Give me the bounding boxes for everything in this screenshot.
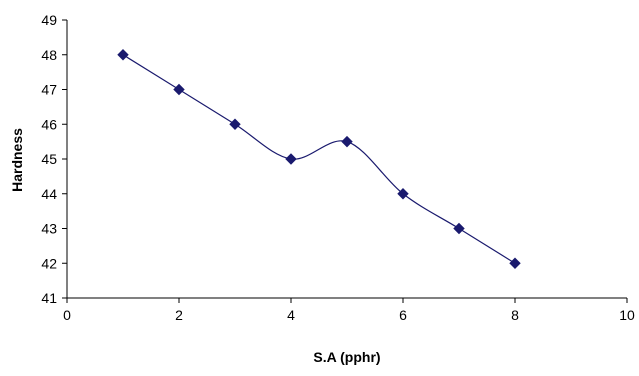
x-axis-ticks: 0 2 4 6 8 10 [63, 298, 635, 323]
x-tick-label: 6 [399, 307, 407, 323]
axes [66, 20, 627, 299]
x-axis-title: S.A (pphr) [313, 349, 380, 365]
x-tick-label: 4 [287, 307, 295, 323]
x-tick-label: 10 [619, 307, 635, 323]
data-point-marker [229, 118, 241, 130]
series-group [117, 49, 521, 269]
data-point-marker [117, 49, 129, 61]
x-tick-label: 2 [175, 307, 183, 323]
y-axis-title: Hardness [9, 128, 25, 192]
y-tick-label: 41 [41, 290, 57, 306]
series-line [122, 54, 516, 264]
y-tick-label: 47 [41, 82, 57, 98]
data-point-marker [509, 257, 521, 269]
data-point-marker [341, 135, 353, 148]
data-point-marker [453, 222, 465, 235]
data-point-marker [173, 83, 185, 96]
data-point-marker [285, 153, 297, 165]
y-tick-label: 42 [41, 255, 57, 271]
y-tick-label: 48 [41, 47, 57, 63]
y-tick-label: 44 [41, 186, 57, 202]
x-tick-label: 8 [511, 307, 519, 323]
y-tick-label: 45 [41, 151, 57, 167]
x-tick-label: 0 [63, 307, 71, 323]
y-tick-label: 49 [41, 12, 57, 28]
y-tick-label: 46 [41, 116, 57, 132]
data-point-marker [397, 188, 409, 200]
y-tick-label: 43 [41, 221, 57, 237]
y-axis-ticks: 41 42 43 44 45 46 47 48 49 [41, 12, 67, 306]
